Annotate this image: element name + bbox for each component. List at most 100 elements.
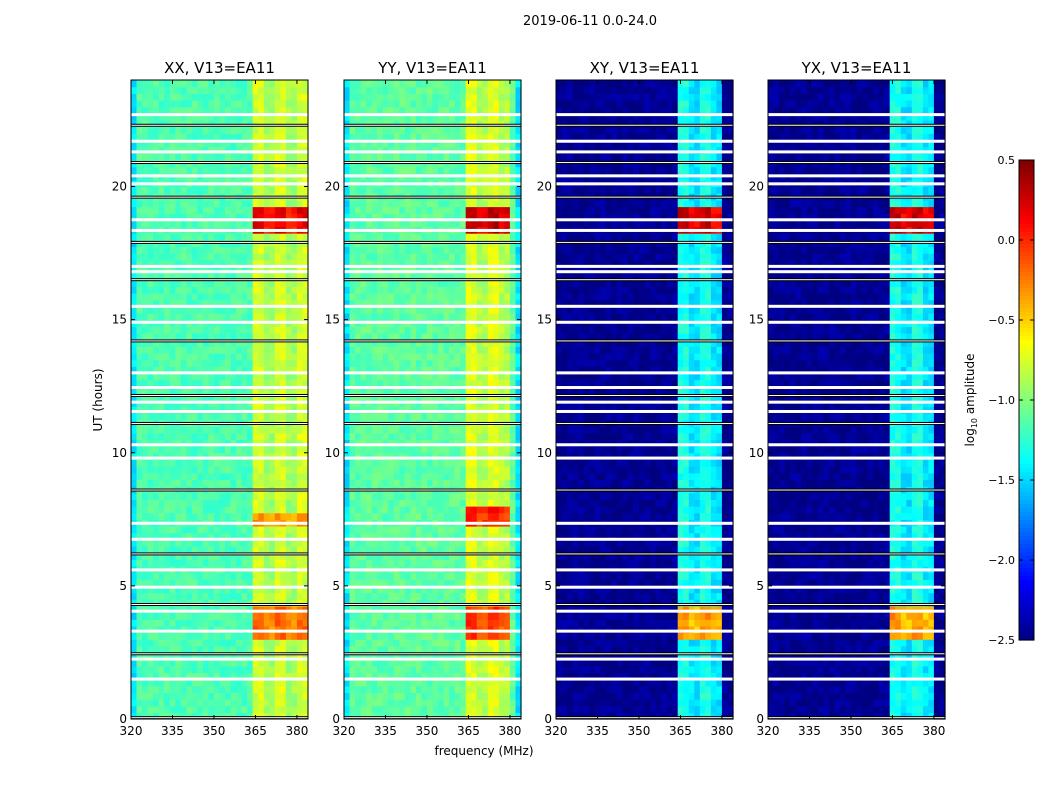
heatmap-cell [377, 413, 383, 420]
heatmap-cell [208, 706, 214, 713]
heatmap-cell [377, 593, 383, 600]
heatmap-cell [499, 433, 505, 440]
heatmap-cell [280, 233, 286, 240]
heatmap-cell [361, 639, 367, 646]
heatmap-cell [186, 333, 192, 340]
heatmap-cell [297, 107, 303, 114]
heatmap-cell [297, 639, 303, 646]
heatmap-cell [164, 233, 170, 240]
heatmap-cell [510, 579, 516, 586]
heatmap-cell [231, 87, 237, 94]
flagged-row [131, 182, 308, 185]
heatmap-cell [208, 87, 214, 94]
heatmap-cell [291, 526, 297, 533]
heatmap-cell [488, 526, 494, 533]
heatmap-cell [186, 446, 192, 453]
heatmap-cell [361, 333, 367, 340]
heatmap-cell [405, 499, 411, 506]
heatmap-cell [361, 546, 367, 553]
heatmap-cell [449, 473, 455, 480]
heatmap-cell [181, 686, 187, 693]
heatmap-cell [142, 346, 148, 353]
flagged-row [131, 113, 308, 116]
heatmap-cell [220, 80, 226, 87]
heatmap-cell [131, 293, 137, 300]
heatmap-cell [438, 666, 444, 673]
heatmap-cell [269, 459, 275, 466]
heatmap-cell [159, 380, 165, 387]
heatmap-cell [148, 446, 154, 453]
heatmap-cell [137, 506, 143, 513]
heatmap-cell [208, 506, 214, 513]
heatmap-cell [372, 692, 378, 699]
heatmap-cell [197, 246, 203, 253]
heatmap-cell [399, 546, 405, 553]
heatmap-cell [186, 107, 192, 114]
heatmap-cell [444, 360, 450, 367]
heatmap-cell [416, 706, 422, 713]
heatmap-cell [421, 346, 427, 353]
heatmap-cell [416, 646, 422, 653]
heatmap-cell [197, 253, 203, 260]
heatmap-cell [142, 433, 148, 440]
heatmap-cell [253, 293, 259, 300]
heatmap-cell [280, 107, 286, 114]
heatmap-cell [242, 639, 248, 646]
heatmap-cell [164, 187, 170, 194]
heatmap-cell [416, 526, 422, 533]
heatmap-cell [471, 513, 477, 520]
heatmap-cell [137, 107, 143, 114]
heatmap-cell [175, 473, 181, 480]
heatmap-cell [153, 639, 159, 646]
heatmap-cell [220, 167, 226, 174]
heatmap-cell [372, 613, 378, 620]
heatmap-cell [366, 360, 372, 367]
heatmap-cell [477, 459, 483, 466]
heatmap-cell [164, 499, 170, 506]
heatmap-cell [208, 246, 214, 253]
heatmap-cell [203, 433, 209, 440]
heatmap-cell [153, 466, 159, 473]
heatmap-cell [383, 706, 389, 713]
heatmap-cell [236, 646, 242, 653]
heatmap-cell [175, 133, 181, 140]
heatmap-cell [208, 466, 214, 473]
heatmap-cell [449, 380, 455, 387]
heatmap-cell [142, 459, 148, 466]
heatmap-cell [377, 333, 383, 340]
heatmap-cell [297, 513, 303, 520]
heatmap-cell [148, 646, 154, 653]
heatmap-cell [416, 346, 422, 353]
heatmap-cell [197, 433, 203, 440]
heatmap-cell [192, 593, 198, 600]
heatmap-cell [181, 506, 187, 513]
heatmap-cell [405, 526, 411, 533]
heatmap-cell [148, 473, 154, 480]
heatmap-cell [231, 593, 237, 600]
flagged-row [131, 538, 308, 541]
heatmap-cell [433, 573, 439, 580]
heatmap-cell [264, 639, 270, 646]
heatmap-cell [438, 499, 444, 506]
heatmap-cell [231, 493, 237, 500]
heatmap-cell [197, 286, 203, 293]
heatmap-cell [131, 639, 137, 646]
heatmap-cell [405, 559, 411, 566]
heatmap-cell [264, 80, 270, 87]
heatmap-cell [153, 493, 159, 500]
heatmap-cell [225, 466, 231, 473]
heatmap-cell [264, 246, 270, 253]
heatmap-cell [444, 559, 450, 566]
heatmap-cell [253, 526, 259, 533]
heatmap-cell [192, 666, 198, 673]
heatmap-cell [275, 579, 281, 586]
heatmap-cell [264, 187, 270, 194]
heatmap-cell [399, 426, 405, 433]
heatmap-cell [137, 639, 143, 646]
heatmap-cell [297, 153, 303, 160]
heatmap-cell [416, 692, 422, 699]
heatmap-cell [192, 246, 198, 253]
heatmap-cell [297, 506, 303, 513]
heatmap-cell [170, 479, 176, 486]
heatmap-cell [416, 446, 422, 453]
